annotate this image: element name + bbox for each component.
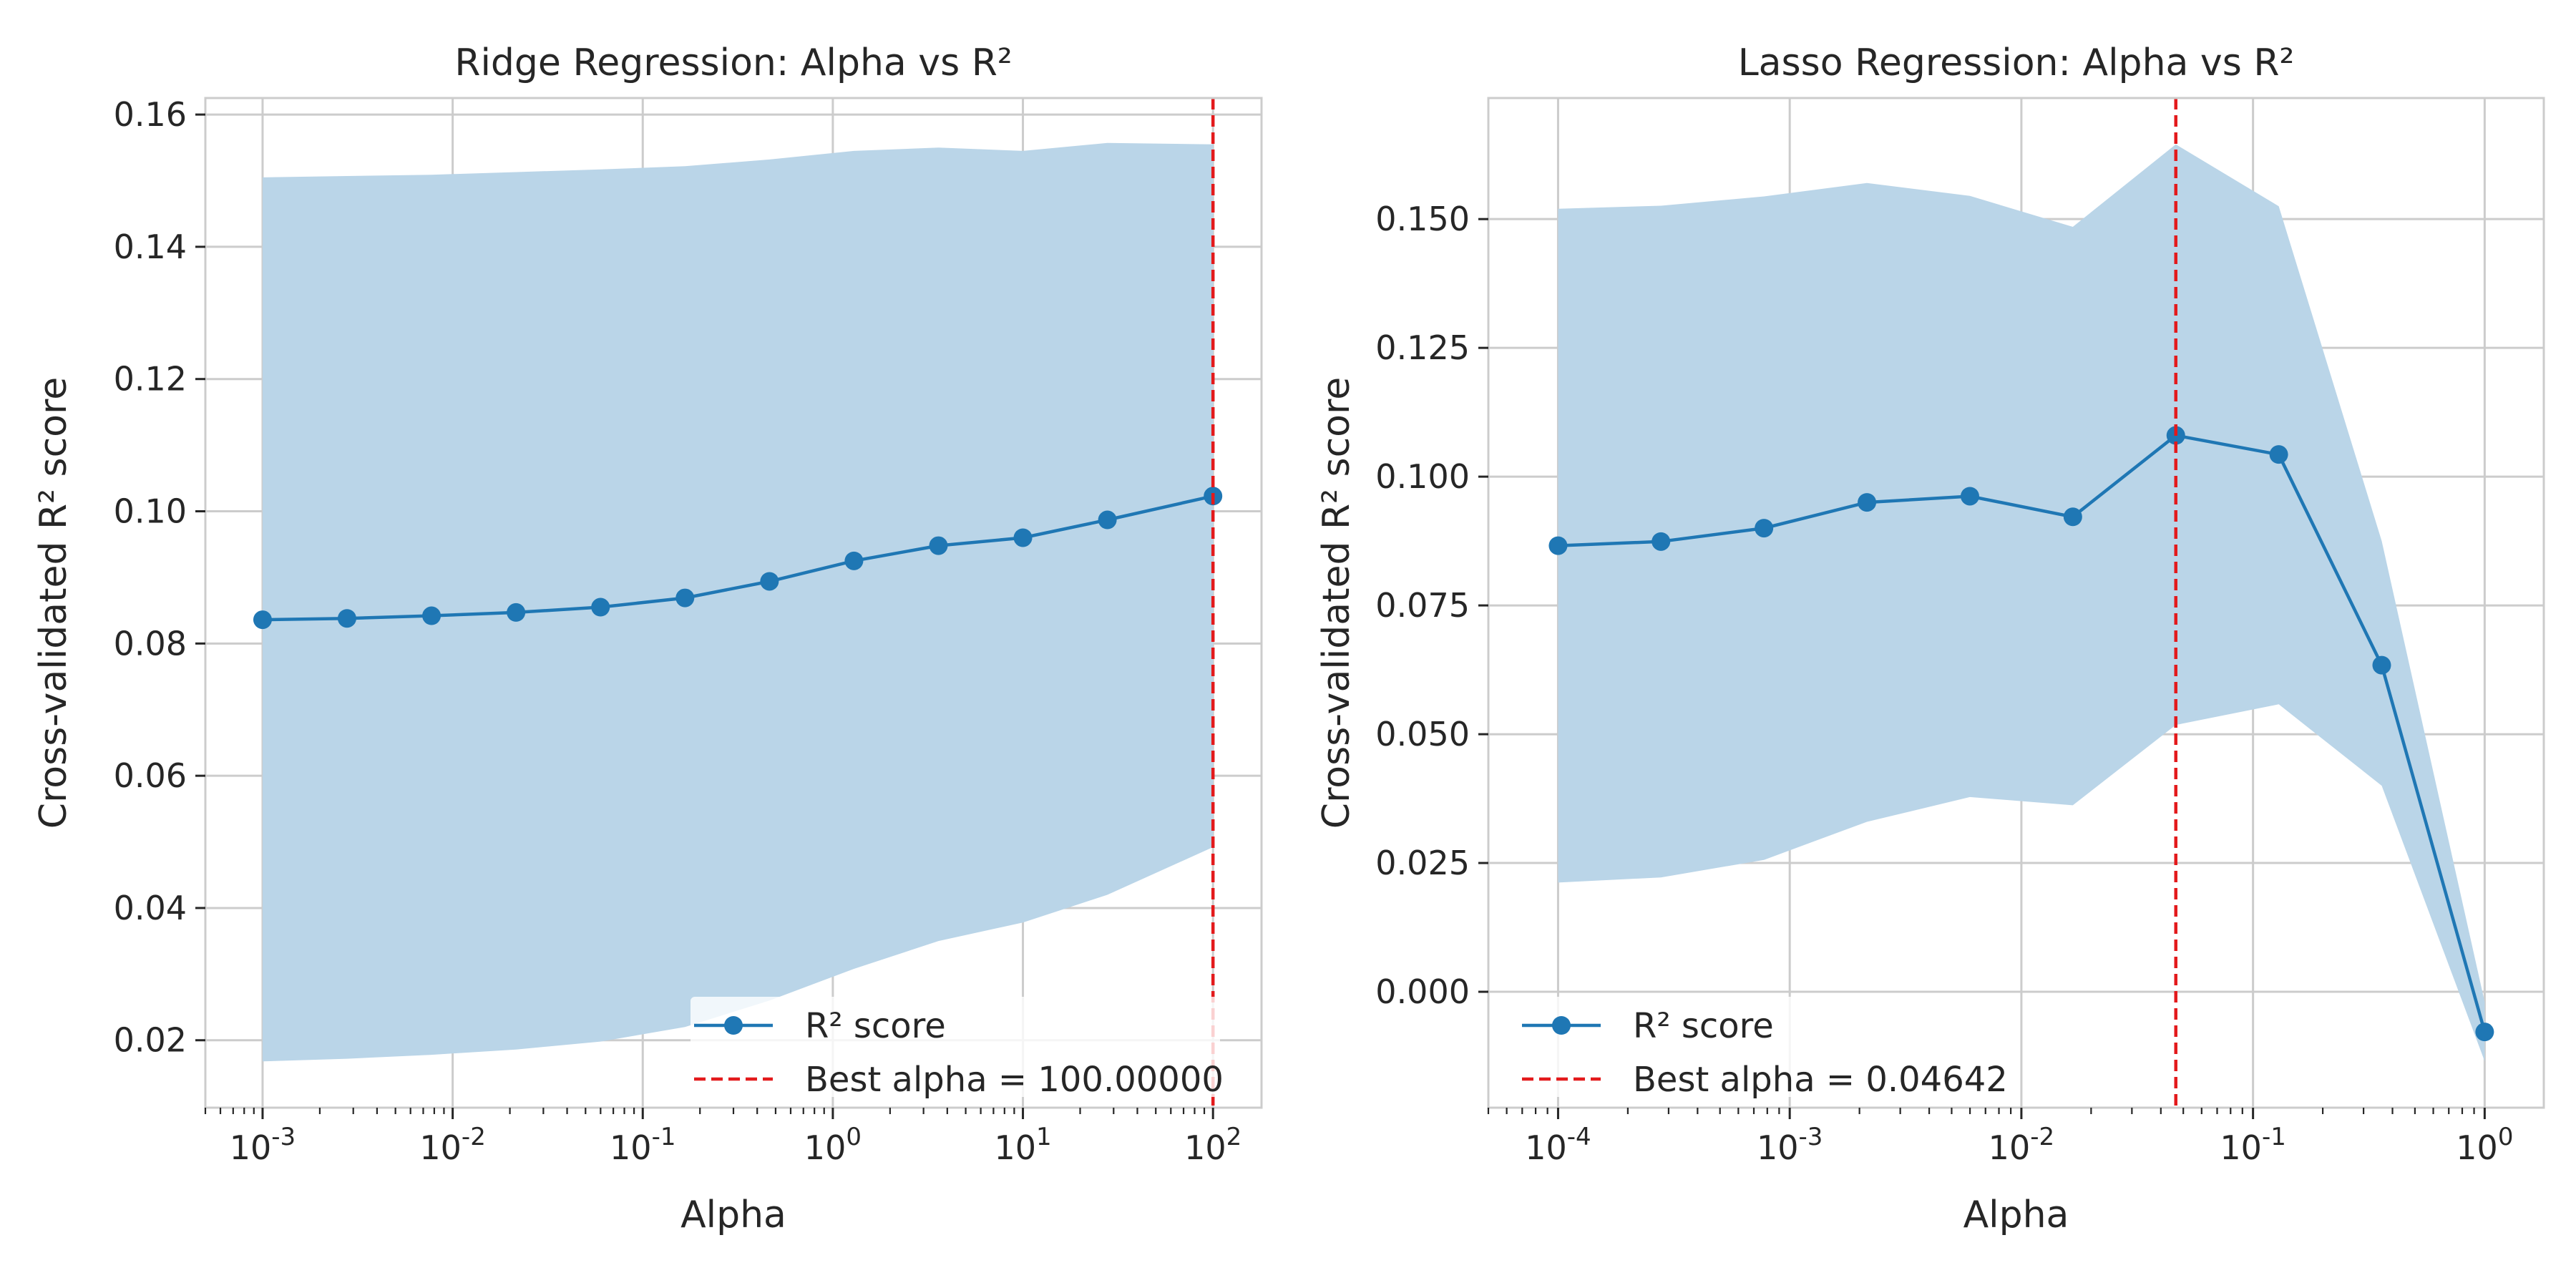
y-tick-label: 0.100 [1375, 457, 1470, 496]
x-tick-label: 10-2 [1989, 1123, 2054, 1167]
x-tick-label: 10-4 [1525, 1123, 1591, 1167]
y-axis-label: Cross-validated R² score [1315, 377, 1358, 829]
legend: R² score Best alpha = 100.00000 [691, 997, 1224, 1100]
std-band [263, 142, 1214, 1062]
lasso-chart-panel: 10-4 10-3 10-2 10-1 100 0.000 0.025 0.050 0.075 0… [1315, 42, 2545, 1236]
r2-series-line [262, 494, 1214, 622]
r2-point [2269, 445, 2288, 464]
y-tick-label: 0.125 [1375, 328, 1470, 367]
legend: R² score Best alpha = 0.04642 [1518, 997, 2019, 1100]
y-tick-label: 0.075 [1375, 586, 1470, 625]
x-tick-label: 100 [2456, 1123, 2513, 1167]
x-tick-label: 101 [994, 1123, 1051, 1167]
y-tick-label: 0.02 [114, 1021, 187, 1060]
y-tick-label: 0.16 [114, 95, 187, 134]
x-tick-label: 10-1 [610, 1123, 675, 1167]
x-axis-label: Alpha [680, 1194, 786, 1236]
y-tick-label: 0.150 [1375, 200, 1470, 238]
r2-point [422, 606, 441, 625]
legend-marker-swatch [1552, 1016, 1571, 1035]
r2-point [1013, 528, 1033, 547]
chart-title: Lasso Regression: Alpha vs R² [1738, 42, 2295, 84]
y-axis-label: Cross-validated R² score [32, 377, 75, 829]
y-tick-label: 0.10 [114, 492, 187, 531]
y-tick-label: 0.025 [1375, 844, 1470, 882]
r2-series-line [1558, 434, 2487, 1033]
chart-title: Ridge Regression: Alpha vs R² [454, 42, 1012, 84]
legend-label-r2: R² score [1633, 1006, 1774, 1046]
r2-point [253, 610, 272, 630]
std-band [1558, 144, 2485, 1062]
r2-point [1858, 493, 1877, 512]
x-tick-label: 10-2 [419, 1123, 485, 1167]
r2-point [844, 551, 864, 570]
r2-point [2475, 1023, 2494, 1042]
x-tick-label: 100 [804, 1123, 862, 1167]
r2-point [675, 588, 695, 608]
r2-point [929, 536, 948, 555]
r2-point [591, 597, 610, 617]
r2-point [1755, 519, 1774, 538]
r2-point [760, 572, 779, 591]
x-tick-label: 102 [1184, 1123, 1241, 1167]
y-tick-label: 0.14 [114, 228, 187, 266]
r2-point [1098, 510, 1117, 530]
r2-point [2372, 655, 2391, 675]
y-tick-label: 0.12 [114, 360, 187, 399]
legend-marker-swatch [724, 1016, 743, 1035]
y-tick-label: 0.000 [1375, 972, 1470, 1011]
plot-area [1558, 144, 2487, 1062]
legend-label-best: Best alpha = 100.00000 [805, 1060, 1224, 1100]
y-tick-label: 0.04 [114, 889, 187, 927]
axes-frame [1487, 97, 2545, 1109]
y-tick-label: 0.08 [114, 624, 187, 663]
r2-point [337, 609, 356, 628]
x-axis-label: Alpha [1963, 1194, 2069, 1236]
x-tick-label: 10-1 [2220, 1123, 2285, 1167]
legend-label-best: Best alpha = 0.04642 [1633, 1060, 2008, 1100]
r2-point [2063, 507, 2082, 527]
r2-point [507, 602, 526, 622]
legend-box [1518, 997, 2019, 1097]
y-tick-label: 0.050 [1375, 715, 1470, 753]
r2-point [1548, 536, 1568, 555]
r2-point [1652, 532, 1671, 551]
ridge-chart-panel: 10-3 10-2 10-1 100 101 102 0.02 0.04 0.06 0.08 0.1… [32, 42, 1263, 1236]
plot-area [262, 142, 1214, 1062]
x-tick-label: 10-3 [1757, 1123, 1823, 1167]
legend-label-r2: R² score [805, 1006, 946, 1046]
x-tick-label: 10-3 [230, 1123, 296, 1167]
legend-box [691, 997, 1220, 1097]
y-tick-label: 0.06 [114, 756, 187, 795]
r2-point [1960, 487, 1979, 506]
